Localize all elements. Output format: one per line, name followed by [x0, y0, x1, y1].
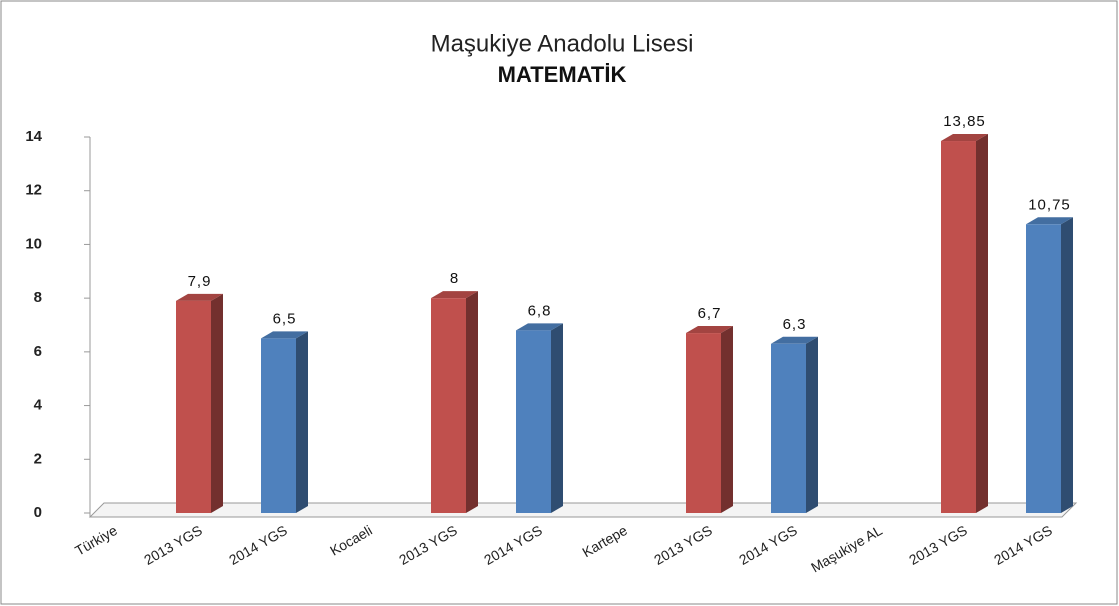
bar-top — [1026, 217, 1073, 225]
bar-top — [941, 134, 988, 142]
bar-top — [176, 293, 223, 301]
floor — [88, 502, 1078, 518]
bar-top — [431, 291, 478, 299]
bar-side — [976, 134, 988, 513]
y-tick-label: 2 — [34, 450, 42, 467]
chart-subtitle: MATEMATİK — [498, 62, 627, 87]
bar — [431, 298, 466, 513]
data-label: 6,3 — [783, 316, 807, 333]
bar-side — [466, 291, 478, 513]
data-label: 6,8 — [528, 302, 552, 319]
y-tick-label: 4 — [34, 397, 43, 414]
bar — [771, 343, 806, 513]
bar — [1026, 224, 1061, 514]
data-label: 6,5 — [273, 310, 297, 327]
bar-side — [806, 336, 818, 513]
bar — [686, 333, 721, 513]
bar-top — [261, 331, 308, 339]
y-tick-label: 14 — [25, 128, 42, 145]
bar — [516, 330, 551, 513]
bar-top — [686, 326, 733, 334]
bar-side — [721, 326, 733, 513]
y-tick-label: 8 — [34, 289, 42, 306]
data-label: 13,85 — [943, 113, 986, 130]
y-tick-label: 10 — [25, 235, 42, 252]
data-label: 7,9 — [188, 273, 212, 290]
y-tick-label: 12 — [25, 182, 42, 199]
y-tick-label: 0 — [34, 504, 42, 521]
bar — [261, 338, 296, 513]
y-tick-label: 6 — [34, 343, 42, 360]
chart-title: Maşukiye Anadolu Lisesi — [431, 30, 694, 57]
data-label: 6,7 — [698, 305, 722, 322]
bar-top — [516, 323, 563, 331]
bar — [941, 141, 976, 513]
bar — [176, 300, 211, 513]
bar-side — [551, 323, 563, 513]
data-label: 8 — [450, 270, 459, 287]
data-label: 10,75 — [1028, 196, 1071, 213]
bar-top — [771, 336, 818, 344]
bar-side — [211, 293, 223, 513]
bar-side — [296, 331, 308, 513]
bar-side — [1061, 217, 1073, 514]
